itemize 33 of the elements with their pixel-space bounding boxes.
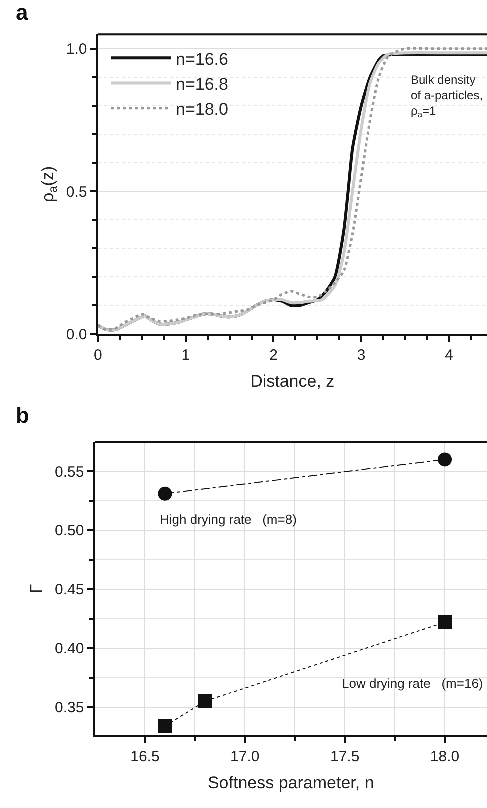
- legend-label: n=18.0: [176, 100, 228, 119]
- x-tick-label: 0: [94, 347, 102, 364]
- y-tick-label: 0.5: [66, 184, 88, 201]
- annotation: Low drying rate (m=16): [342, 676, 484, 691]
- x-axis-title: Softness parameter, n: [208, 774, 374, 793]
- x-tick-label: 2: [270, 347, 278, 364]
- y-tick-label: 0.0: [66, 326, 88, 344]
- x-tick-label: 1: [182, 347, 190, 364]
- point: [438, 615, 452, 630]
- point: [198, 694, 212, 709]
- y-tick-label: 0.35: [55, 700, 84, 717]
- y-tick-label: 0.50: [55, 522, 84, 540]
- x-tick-label: 18.0: [430, 748, 460, 766]
- y-axis-title: Γ: [27, 584, 46, 594]
- x-tick-label: 3: [357, 347, 366, 364]
- y-tick-label: 0.45: [55, 582, 84, 599]
- legend-label: n=16.6: [176, 50, 228, 69]
- point: [158, 719, 172, 734]
- y-tick-label: 0.40: [55, 640, 84, 658]
- point: [438, 452, 452, 467]
- y-tick-label: 0.55: [55, 464, 84, 481]
- legend-label: n=16.8: [176, 74, 228, 94]
- x-tick-label: 17.0: [230, 748, 260, 766]
- annotation: High drying rate (m=8): [160, 512, 297, 527]
- x-tick-label: 4: [445, 347, 454, 364]
- x-tick-label: 17.5: [330, 748, 360, 766]
- y-tick-label: 1.0: [66, 41, 88, 58]
- point: [158, 486, 172, 501]
- annotation: Bulk density of a-particles, ρ$_{a}$=1: [411, 73, 484, 120]
- chart-title: b: [16, 403, 30, 428]
- x-axis-title: Distance, z: [250, 372, 335, 392]
- chart-title: a: [16, 0, 29, 25]
- x-tick-label: 16.5: [130, 748, 160, 766]
